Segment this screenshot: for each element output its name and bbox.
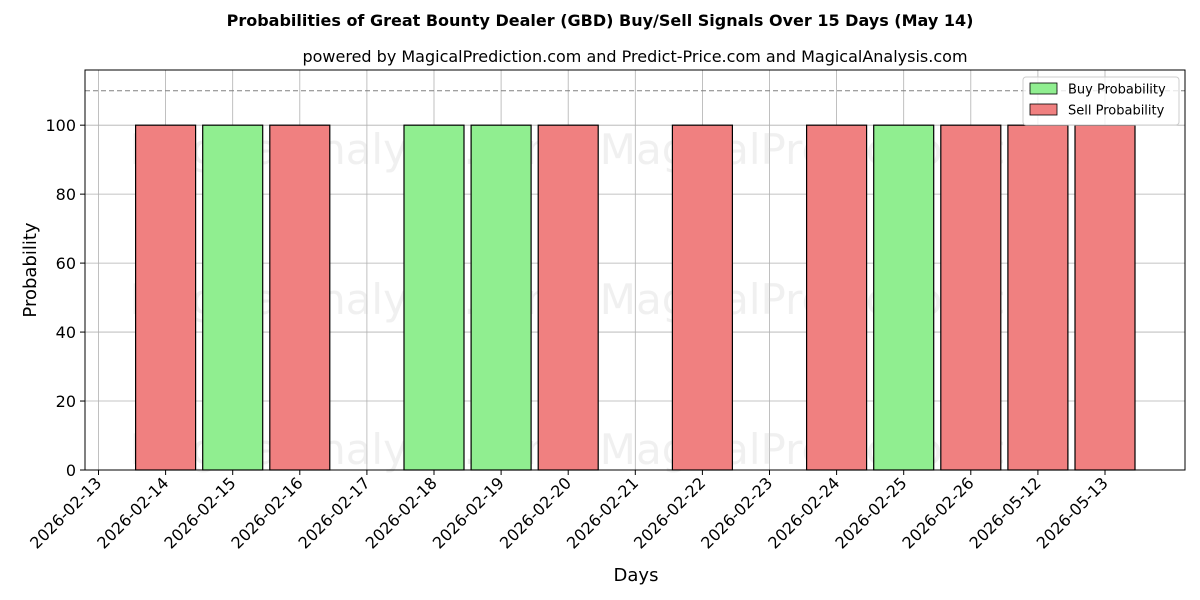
legend-swatch-buy — [1029, 82, 1058, 95]
chart-subtitle: powered by MagicalPrediction.com and Pre… — [302, 47, 967, 66]
buy-bar — [403, 124, 465, 471]
buy-bar — [470, 124, 532, 471]
buy-bar — [873, 124, 935, 471]
y-tick-label: 100 — [45, 116, 76, 135]
buy-bar — [202, 124, 264, 471]
chart-title: Probabilities of Great Bounty Dealer (GB… — [227, 11, 974, 30]
legend-swatch-sell — [1029, 103, 1058, 116]
y-axis-ticks: 0 20 40 60 80 100 — [45, 116, 85, 480]
legend-label-buy: Buy Probability — [1068, 83, 1166, 98]
y-axis-label: Probability — [20, 222, 41, 317]
y-tick-label: 60 — [56, 254, 76, 273]
y-tick-label: 80 — [56, 185, 76, 204]
y-tick-label: 0 — [66, 461, 76, 480]
x-axis-ticks: 2026-02-132026-02-142026-02-152026-02-16… — [26, 470, 1112, 553]
x-axis-label: Days — [614, 565, 659, 586]
legend: Buy Probability Sell Probability — [1022, 76, 1180, 126]
sell-bar — [671, 124, 734, 471]
sell-bar — [1074, 124, 1136, 471]
sell-bar — [940, 124, 1002, 471]
y-tick-label: 40 — [56, 323, 76, 342]
x-tick-label: 2026-05-13 — [1033, 473, 1112, 552]
sell-bar — [1007, 124, 1069, 471]
sell-bar — [135, 124, 197, 471]
y-tick-label: 20 — [56, 392, 76, 411]
sell-bar — [805, 124, 868, 471]
sell-bar — [269, 124, 331, 471]
sell-bar — [537, 124, 599, 471]
legend-label-sell: Sell Probability — [1068, 104, 1165, 119]
legend-box — [1022, 76, 1180, 126]
bars — [135, 124, 1136, 471]
